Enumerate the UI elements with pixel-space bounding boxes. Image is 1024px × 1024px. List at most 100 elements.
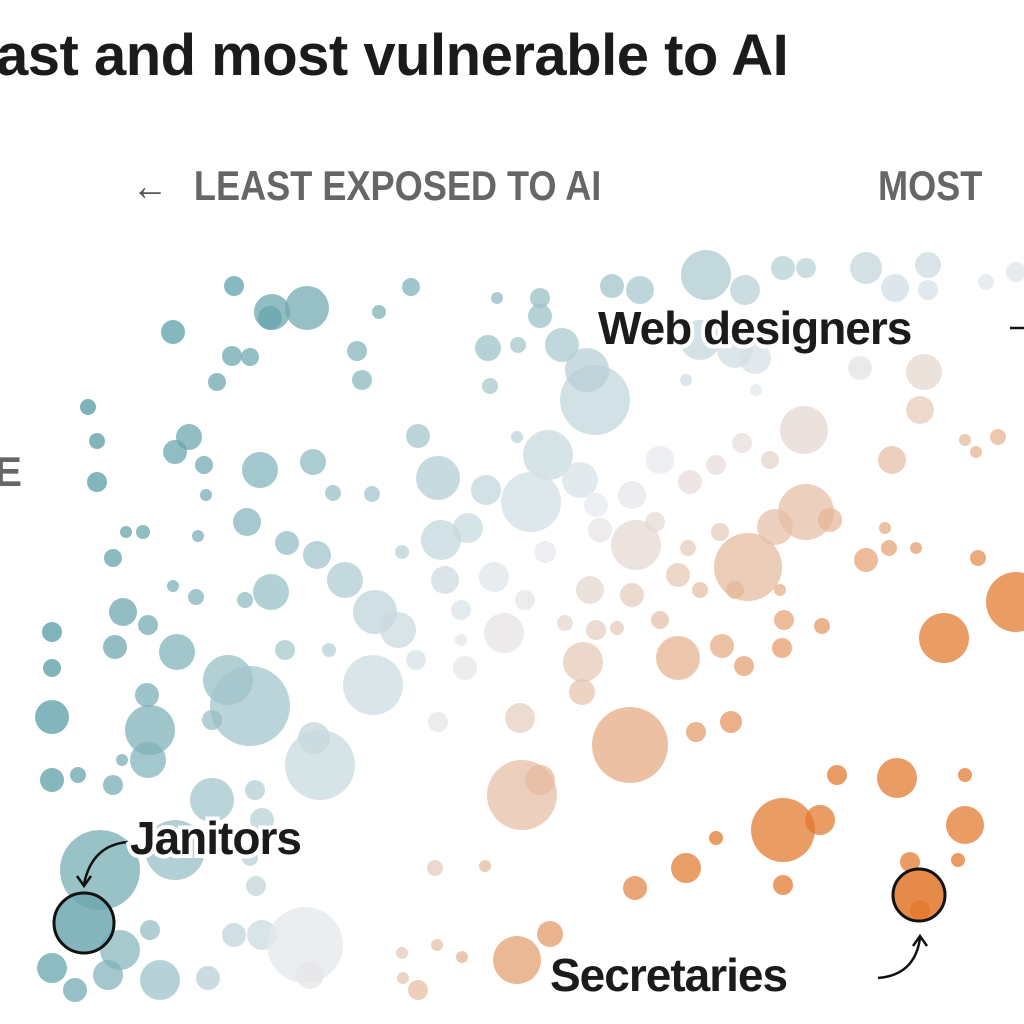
bubble (796, 258, 816, 278)
bubble (451, 600, 471, 620)
bubble (854, 548, 878, 572)
bubble (751, 798, 815, 862)
bubble (250, 808, 274, 832)
bubble (145, 820, 205, 880)
bubble (285, 286, 329, 330)
bubble (557, 615, 573, 631)
bubble (711, 523, 729, 541)
secretaries-label: Secretaries (550, 949, 787, 1001)
bubble (406, 424, 430, 448)
bubble (530, 288, 550, 308)
bubble (222, 923, 246, 947)
bubble (720, 711, 742, 733)
highlighted-bubble-secretaries (891, 867, 947, 923)
secretaries-arrow (877, 937, 922, 980)
bubble (421, 520, 461, 560)
bubble (267, 907, 343, 983)
bubble (881, 540, 897, 556)
bubble (706, 455, 726, 475)
bubble (918, 280, 938, 300)
bubble (208, 373, 226, 391)
bubble (242, 452, 278, 488)
bubble (402, 278, 420, 296)
bubble (364, 486, 380, 502)
bubble (970, 446, 982, 458)
y-axis-label-fragment: E (0, 448, 23, 495)
bubble (140, 920, 160, 940)
bubble (970, 550, 986, 566)
bubble (125, 705, 175, 755)
bubble (427, 860, 443, 876)
bubble (397, 972, 409, 984)
bubble (610, 621, 624, 635)
bubble (656, 636, 700, 680)
bubble (233, 508, 261, 536)
bubble (140, 960, 180, 1000)
bubble (511, 431, 523, 443)
bubble (327, 562, 363, 598)
bubble (680, 374, 692, 386)
highlights-layer (52, 867, 947, 955)
bubble (103, 775, 123, 795)
bubble (192, 530, 204, 542)
bubble (505, 703, 535, 733)
bubble (479, 562, 509, 592)
bubble (805, 805, 835, 835)
bubble (43, 659, 61, 677)
bubble (692, 582, 708, 598)
bubble (910, 542, 922, 554)
bubble (300, 449, 326, 475)
bubble (196, 966, 220, 990)
bubble (680, 540, 696, 556)
bubble (584, 493, 608, 517)
bubble (877, 758, 917, 798)
bubble (190, 778, 234, 822)
bubble (946, 806, 984, 844)
bubble (396, 947, 408, 959)
bubble (406, 650, 426, 670)
bubble (224, 276, 244, 296)
bubble (246, 876, 266, 896)
bubble (161, 320, 185, 344)
bubble (600, 274, 624, 298)
bubble (89, 433, 105, 449)
bubble (343, 655, 403, 715)
bubble (431, 939, 443, 951)
chart-title: ast and most vulnerable to AI (0, 23, 789, 88)
bubbles-layer (35, 250, 1024, 1002)
bubble (878, 446, 906, 474)
bubble (618, 481, 646, 509)
secretaries-arrowhead (911, 933, 929, 947)
bubble (296, 961, 324, 989)
bubble (130, 742, 166, 778)
bubble (646, 446, 674, 474)
bubble (372, 305, 386, 319)
bubble (881, 274, 909, 302)
bubble (848, 356, 872, 380)
web-designers-label: Web designers (598, 302, 911, 354)
bubble (576, 576, 604, 604)
bubble (959, 434, 971, 446)
bubble (395, 545, 409, 559)
bubble (726, 581, 744, 599)
bubble (626, 276, 654, 304)
least-exposed-text: LEAST EXPOSED TO AI (193, 162, 602, 209)
bubble (37, 953, 67, 983)
bubble (70, 767, 86, 783)
bubble (491, 292, 503, 304)
bubble (352, 370, 372, 390)
bubble (772, 638, 792, 658)
bubble (563, 642, 603, 682)
bubble (453, 656, 477, 680)
bubble (773, 875, 793, 895)
bubble (501, 472, 561, 532)
bubble (774, 610, 794, 630)
bubble (534, 541, 556, 563)
bubble (906, 354, 942, 390)
bubble (63, 978, 87, 1002)
bubble (958, 768, 972, 782)
least-exposed-label: ← LEAST EXPOSED TO AI (132, 162, 601, 210)
bubble (253, 574, 289, 610)
bubble (592, 707, 668, 783)
bubble (237, 592, 253, 608)
